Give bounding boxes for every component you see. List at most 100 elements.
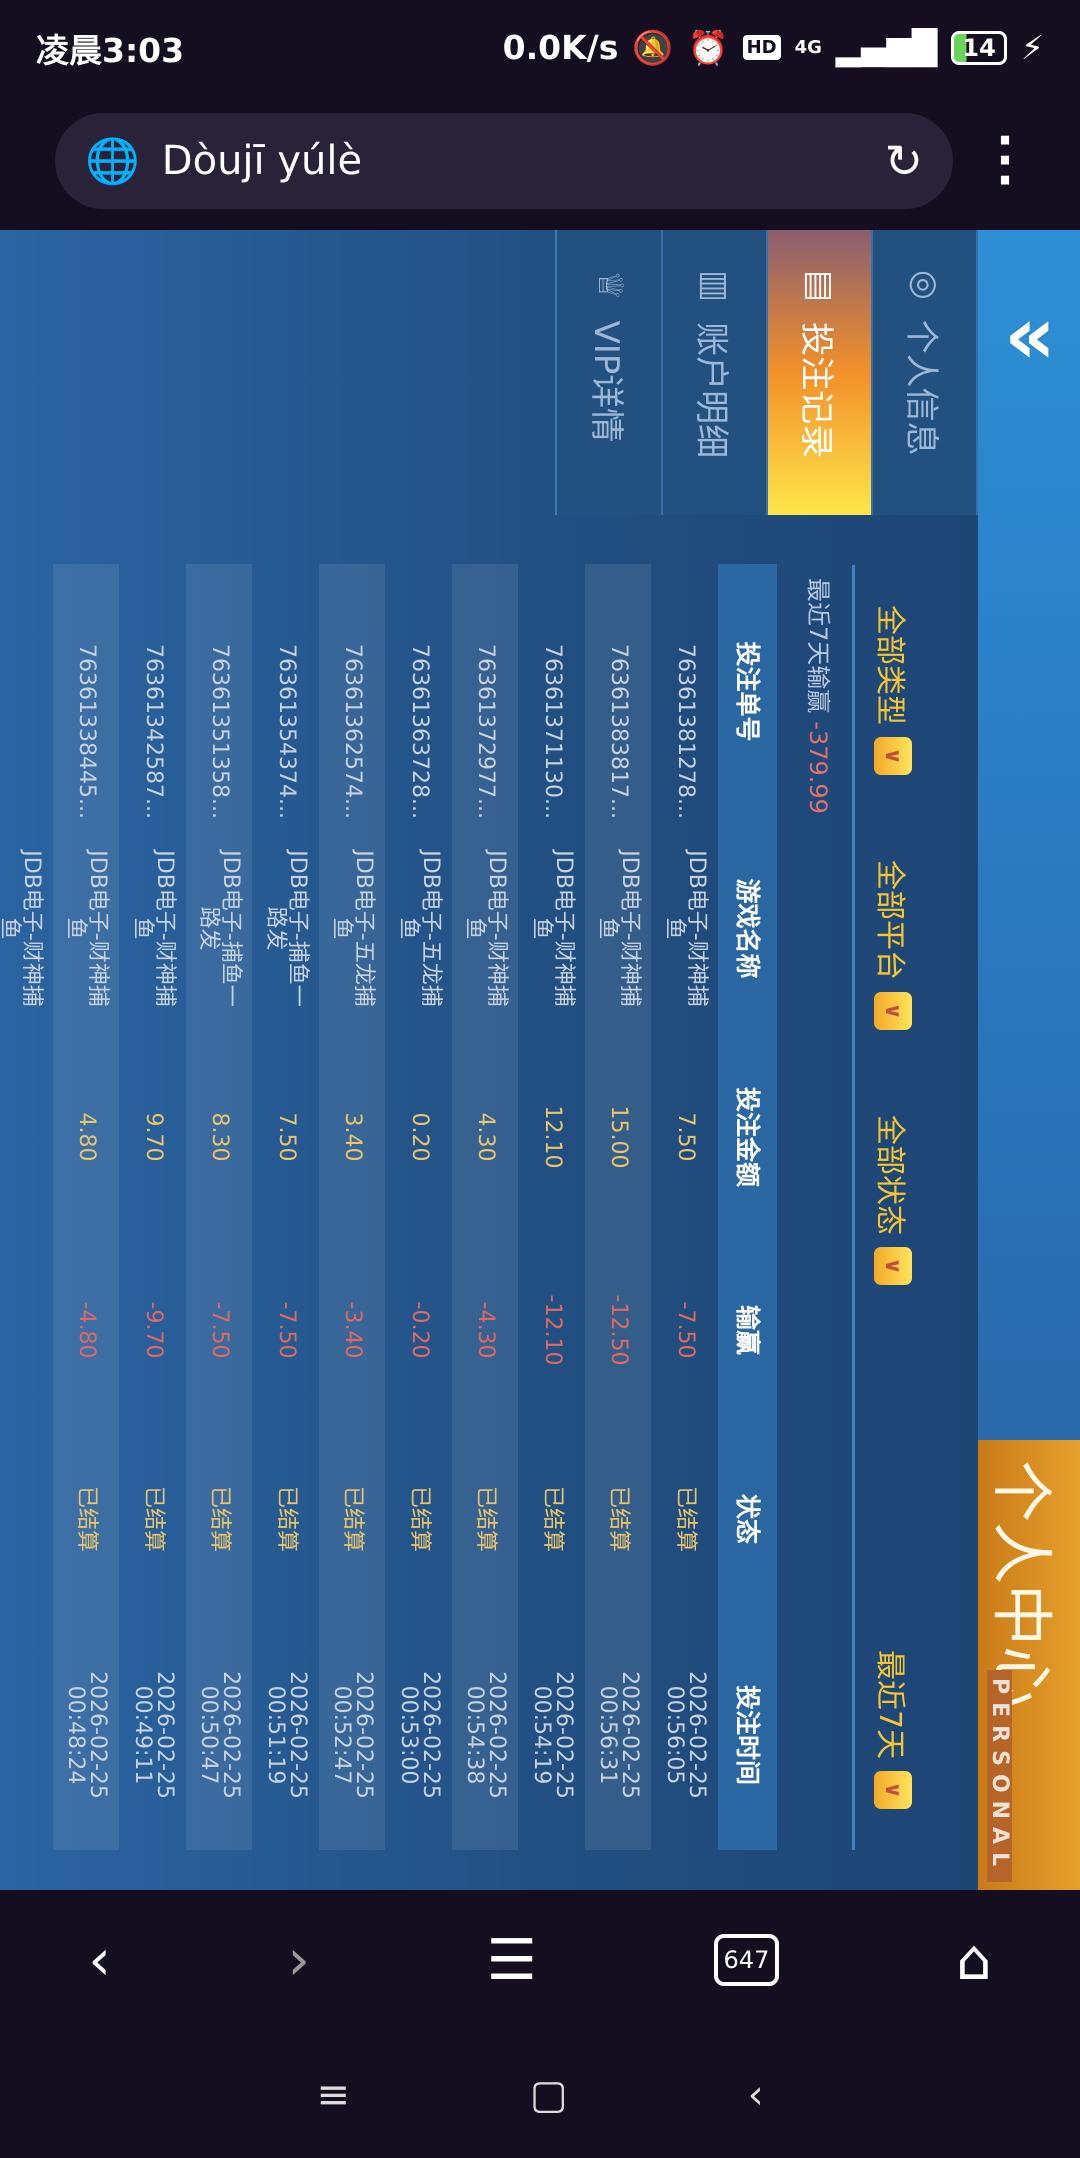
cell-game-name: JDB电子-五龙捕鱼 (395, 850, 443, 1007)
cell-bet-amount: 3.40 (340, 1112, 366, 1162)
cell-status: 已结算 (406, 1485, 432, 1552)
cell-game-name: JDB电子-财神捕鱼 (595, 850, 643, 1007)
status-bar: 凌晨3:03 0.0K/s 🔕 ⏰ HD 4G ▂▄▆█ 14 ⚡ (0, 0, 1080, 95)
table-row[interactable]: 76361351358... JDB电子-捕鱼一路发 8.30 -7.50 已结算 202… (186, 564, 253, 1850)
table-row[interactable]: 76361342587... JDB电子-财神捕鱼 9.70 -9.70 已结算 2026… (120, 564, 187, 1850)
recents-icon[interactable]: ≡ (316, 2072, 350, 2118)
bet-records-table: 投注单号 游戏名称 投注金额 输赢 状态 投注时间 76361381278...… (0, 564, 777, 1850)
header-bet-amount: 投注金额 (733, 1086, 763, 1187)
cell-bet-id: 76361381278... (672, 644, 698, 819)
cell-status: 已结算 (207, 1485, 233, 1552)
personal-center: « 个人中心 PERSONAL ◎ 个人信息 ▤ 投注记录 ▥ 账户明细 ♕ VIP详情… (0, 230, 1080, 1890)
status-filter[interactable]: 全部状态 ∨ (871, 1115, 915, 1285)
chevron-down-icon: ∨ (874, 992, 912, 1030)
cell-bet-id: 76361362574... (340, 644, 366, 819)
home-icon[interactable]: ⌂ (956, 1927, 992, 1993)
cell-game-name: JDB电子-捕鱼一路发 (196, 850, 244, 1007)
cell-win-loss: -12.50 (606, 1294, 632, 1366)
header-win-loss: 输赢 (733, 1304, 763, 1355)
header-bet-time: 投注时间 (733, 1684, 763, 1785)
cell-bet-time: 2026-02-25 00:53:00 (395, 1671, 443, 1799)
cell-game-name: JDB电子-五龙捕鱼 (329, 850, 377, 1007)
cell-status: 已结算 (340, 1485, 366, 1552)
signal-icon: ▂▄▆█ (835, 28, 938, 67)
tabs-button[interactable]: 647 (713, 1934, 780, 1986)
cell-bet-id: 76361383817... (606, 644, 632, 819)
cell-bet-amount: 4.30 (473, 1112, 499, 1162)
cell-win-loss: -9.70 (140, 1301, 166, 1359)
browser-nav: ‹ › ☰ 647 ⌂ (0, 1890, 1080, 2030)
table-row[interactable]: 76361383817... JDB电子-财神捕鱼 15.00 -12.50 已结算 20… (585, 564, 652, 1850)
cell-game-name: JDB电子-财神捕鱼 (661, 850, 709, 1007)
crown-icon: ♕ (589, 270, 630, 301)
table-row[interactable]: 76361354374... JDB电子-捕鱼一路发 7.50 -7.50 已结算 202… (253, 564, 320, 1850)
cell-win-loss: -0.20 (406, 1301, 432, 1359)
net-speed: 0.0K/s (502, 28, 619, 67)
forward-icon[interactable]: › (287, 1927, 310, 1993)
divider (852, 565, 855, 1850)
cell-bet-id: 76361354374... (273, 644, 299, 819)
table-row[interactable]: 76361381278... JDB电子-财神捕鱼 7.50 -7.50 已结算 2026… (652, 564, 719, 1850)
cell-bet-time: 2026-02-25 00:50:47 (196, 1671, 244, 1799)
cell-status: 已结算 (273, 1485, 299, 1552)
summary-label: 最近7天输赢 (804, 578, 832, 714)
chevron-down-icon: ∨ (874, 1771, 912, 1810)
alarm-icon: ⏰ (687, 27, 729, 67)
charging-icon: ⚡ (1020, 28, 1044, 67)
home-square-icon[interactable]: ▢ (529, 2072, 568, 2118)
header-bet-id: 投注单号 (733, 641, 763, 742)
bet-record-icon: ▤ (799, 270, 840, 303)
cell-game-name: JDB电子-捕鱼一路发 (262, 850, 310, 1007)
date-range-filter[interactable]: 最近7天 ∨ (871, 1650, 915, 1810)
cell-status: 已结算 (539, 1485, 565, 1552)
cell-bet-time: 2026-02-25 00:48:24 (63, 1671, 111, 1799)
menu-icon[interactable]: ☰ (486, 1927, 537, 1993)
cell-bet-id: 76361363728... (406, 644, 432, 819)
chevron-down-icon: ∨ (874, 737, 912, 775)
table-row[interactable]: 76361363728... JDB电子-五龙捕鱼 0.20 -0.20 已结算 2026… (386, 564, 453, 1850)
platform-filter-label: 全部平台 (872, 860, 907, 980)
ledger-icon: ▥ (694, 270, 735, 303)
summary: 最近7天输赢 -379.99 (803, 578, 838, 814)
type-filter[interactable]: 全部类型 ∨ (871, 605, 915, 775)
tab-label: 投注记录 (796, 322, 836, 459)
tab-vip-details[interactable]: ♕ VIP详情 (558, 230, 663, 515)
cell-bet-time: 2026-02-25 00:52:47 (329, 1671, 377, 1799)
cell-status: 已结算 (606, 1485, 632, 1552)
table-row[interactable]: 76361372977... JDB电子-财神捕鱼 4.30 -4.30 已结算 2026… (452, 564, 519, 1850)
cell-bet-time: 2026-02-25 00:54:38 (462, 1671, 510, 1799)
table-row[interactable]: JDB电子-财神捕鱼 (0, 564, 53, 1850)
cell-game-name: JDB电子-财神捕鱼 (462, 850, 510, 1007)
table-row[interactable]: 76361371130... JDB电子-财神捕鱼 12.10 -12.10 已结算 20… (519, 564, 586, 1850)
tab-label: VIP详情 (586, 320, 626, 443)
network-icon: 4G (794, 37, 822, 58)
cell-bet-id: 76361371130... (539, 644, 565, 819)
cell-bet-id: 76361342587... (140, 644, 166, 819)
platform-filter[interactable]: 全部平台 ∨ (871, 860, 915, 1030)
address-bar[interactable]: 🌐 Dòujī yúlè ↻ (55, 113, 953, 209)
filters: 全部类型 ∨ 全部平台 ∨ 全部状态 ∨ 最近7天 ∨ (855, 230, 935, 1890)
banner-subtitle: PERSONAL (987, 1670, 1012, 1883)
back-icon[interactable]: ‹ (88, 1927, 111, 1993)
cell-bet-amount: 4.80 (74, 1112, 100, 1162)
cell-win-loss: -12.10 (539, 1294, 565, 1366)
system-back-icon[interactable]: ‹ (747, 2072, 764, 2118)
clock: 凌晨3:03 (36, 30, 185, 70)
more-menu-icon[interactable]: · · · (996, 113, 1014, 207)
cell-status: 已结算 (74, 1485, 100, 1552)
table-row[interactable]: 76361362574... JDB电子-五龙捕鱼 3.40 -3.40 已结算 2026… (319, 564, 386, 1850)
globe-icon: 🌐 (85, 136, 140, 187)
table-row[interactable]: 76361338445... JDB电子-财神捕鱼 4.80 -4.80 已结算 2026… (53, 564, 120, 1850)
tab-label: 账户明细 (691, 322, 731, 459)
reload-icon[interactable]: ↻ (884, 134, 923, 188)
cell-bet-id: 76361351358... (207, 644, 233, 819)
cell-status: 已结算 (140, 1485, 166, 1552)
summary-value: -379.99 (804, 721, 832, 814)
tab-account-details[interactable]: ▥ 账户明细 (663, 230, 768, 515)
cell-win-loss: -4.80 (74, 1301, 100, 1359)
cell-bet-time: 2026-02-25 00:54:19 (528, 1671, 576, 1799)
collapse-chevron-icon[interactable]: « (1004, 288, 1056, 382)
cell-bet-amount: 9.70 (140, 1112, 166, 1162)
cell-bet-id: 76361338445... (74, 644, 100, 819)
cell-bet-amount: 12.10 (539, 1105, 565, 1169)
